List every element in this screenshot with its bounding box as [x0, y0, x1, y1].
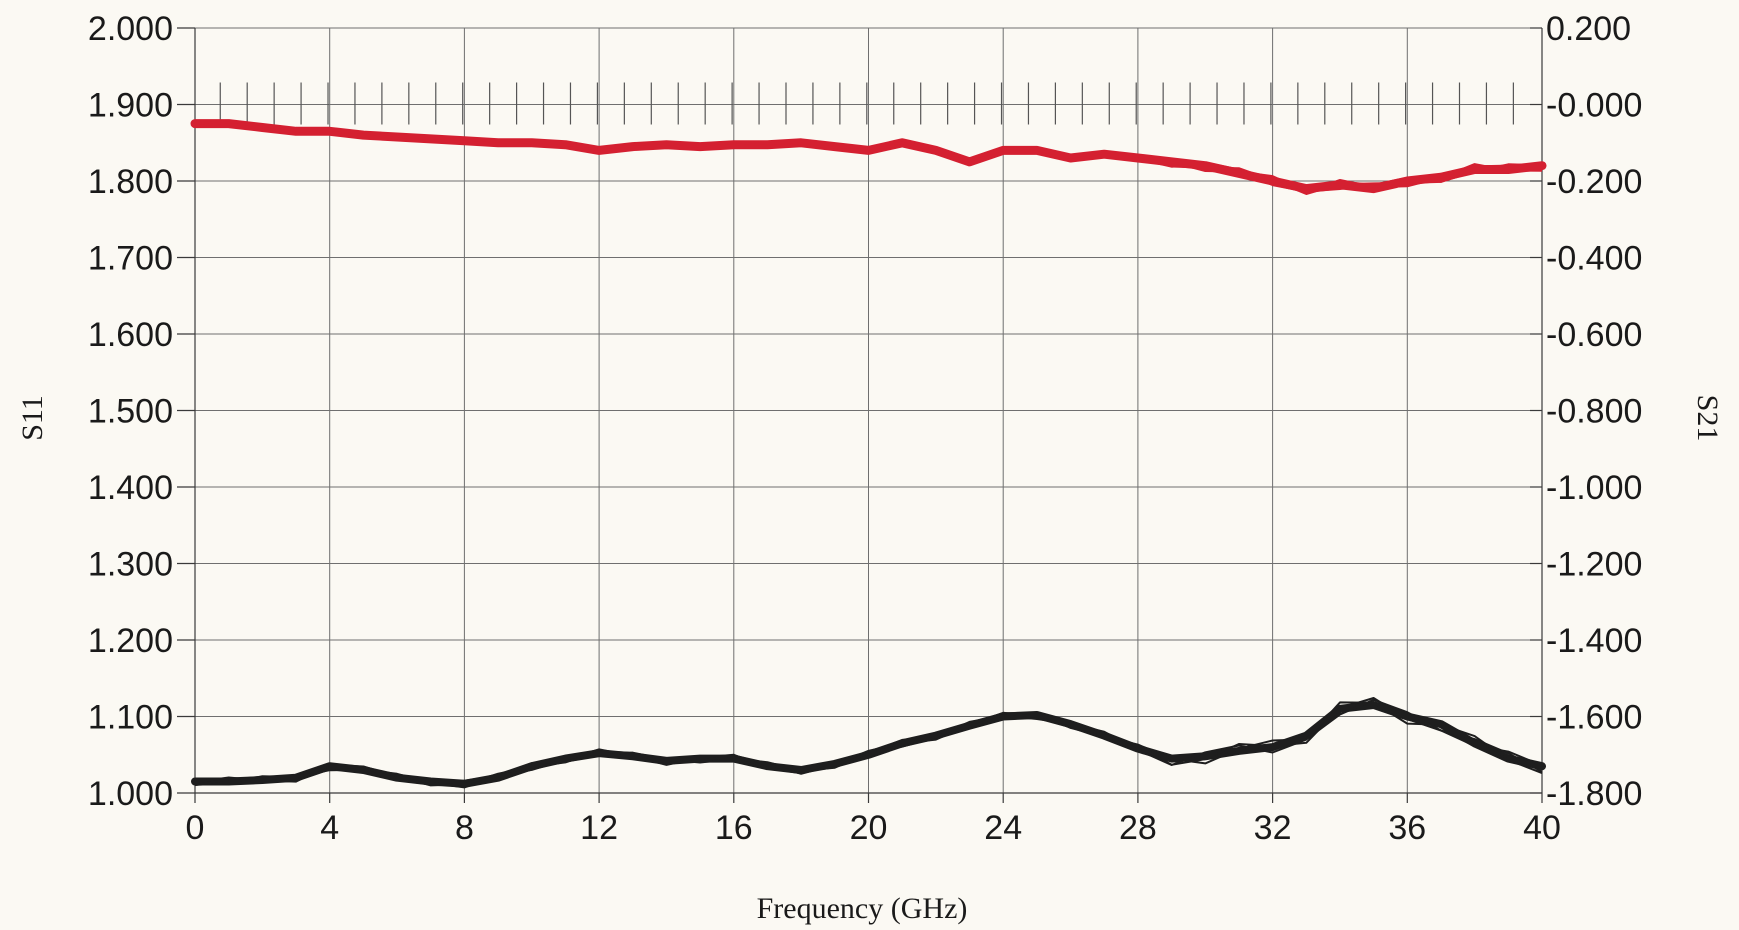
x-tick-label: 20: [850, 809, 888, 847]
series-s11-line: [191, 697, 1546, 789]
y-right-tick-label: -1.400: [1546, 622, 1642, 660]
y-right-tick-label: -0.400: [1546, 240, 1642, 278]
series-s21-line: [190, 119, 1547, 195]
y-left-tick-label: 1.200: [88, 622, 173, 660]
series-layer: [190, 119, 1547, 789]
y-right-tick-label: 0.200: [1546, 10, 1631, 48]
series-trace: [194, 119, 1543, 193]
grid-layer: [194, 27, 1543, 794]
y-right-tick-label: -0.000: [1546, 87, 1642, 125]
y-right-tick-label: -0.600: [1546, 316, 1642, 354]
x-tick-label: 32: [1254, 809, 1292, 847]
y-left-axis-title: S11: [16, 395, 49, 441]
y-right-tick-label: -1.600: [1546, 699, 1642, 737]
x-tick-label: 16: [715, 809, 753, 847]
y-left-tick-label: 1.600: [88, 316, 173, 354]
y-right-tick-label: -1.000: [1546, 469, 1642, 507]
y-left-tick-label: 1.900: [88, 87, 173, 125]
x-tick-label: 4: [320, 809, 339, 847]
y-left-tick-label: 1.700: [88, 240, 173, 278]
y-right-axis-title: S21: [1691, 395, 1724, 442]
x-tick-label: 28: [1119, 809, 1157, 847]
y-right-tick-label: -1.200: [1546, 546, 1642, 584]
y-left-tick-label: 1.500: [88, 393, 173, 431]
tick-label-layer: 0 4 8 12 16 20 24 28 32 36 40 1.000 1.100 1.200 1.300 1…: [88, 10, 1643, 847]
y-left-tick-label: 1.300: [88, 546, 173, 584]
x-tick-label: 0: [186, 809, 205, 847]
y-right-tick-label: -0.200: [1546, 163, 1642, 201]
axes-layer: [177, 27, 1543, 803]
x-axis-title: Frequency (GHz): [757, 892, 968, 925]
x-tick-label: 12: [580, 809, 618, 847]
y-left-tick-label: 1.100: [88, 699, 173, 737]
y-right-tick-label: -1.800: [1546, 775, 1642, 813]
x-tick-label: 8: [455, 809, 474, 847]
minor-tick-layer: [219, 82, 1514, 125]
x-tick-label: 36: [1388, 809, 1426, 847]
y-left-tick-label: 1.800: [88, 163, 173, 201]
y-left-tick-label: 1.400: [88, 469, 173, 507]
y-right-tick-label: -0.800: [1546, 393, 1642, 431]
y-left-tick-label: 2.000: [88, 10, 173, 48]
x-tick-label: 24: [984, 809, 1022, 847]
x-tick-label: 40: [1523, 809, 1561, 847]
series-trace: [194, 701, 1543, 786]
y-left-tick-label: 1.000: [88, 775, 173, 813]
